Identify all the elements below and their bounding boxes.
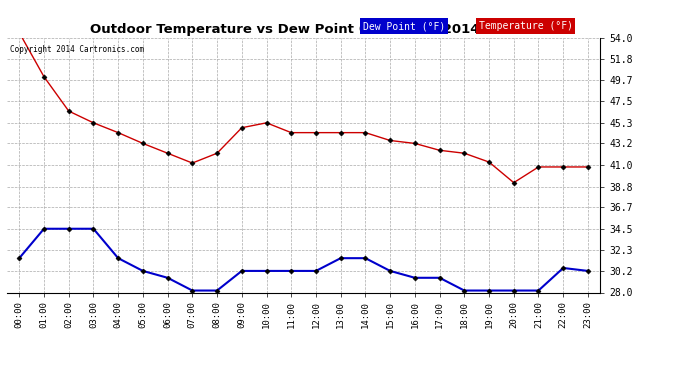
Text: Dew Point (°F): Dew Point (°F) xyxy=(363,21,445,31)
Text: Temperature (°F): Temperature (°F) xyxy=(479,21,573,31)
Text: Copyright 2014 Cartronics.com: Copyright 2014 Cartronics.com xyxy=(10,45,144,54)
Title: Outdoor Temperature vs Dew Point (24 Hours) 20140426: Outdoor Temperature vs Dew Point (24 Hou… xyxy=(90,23,517,36)
